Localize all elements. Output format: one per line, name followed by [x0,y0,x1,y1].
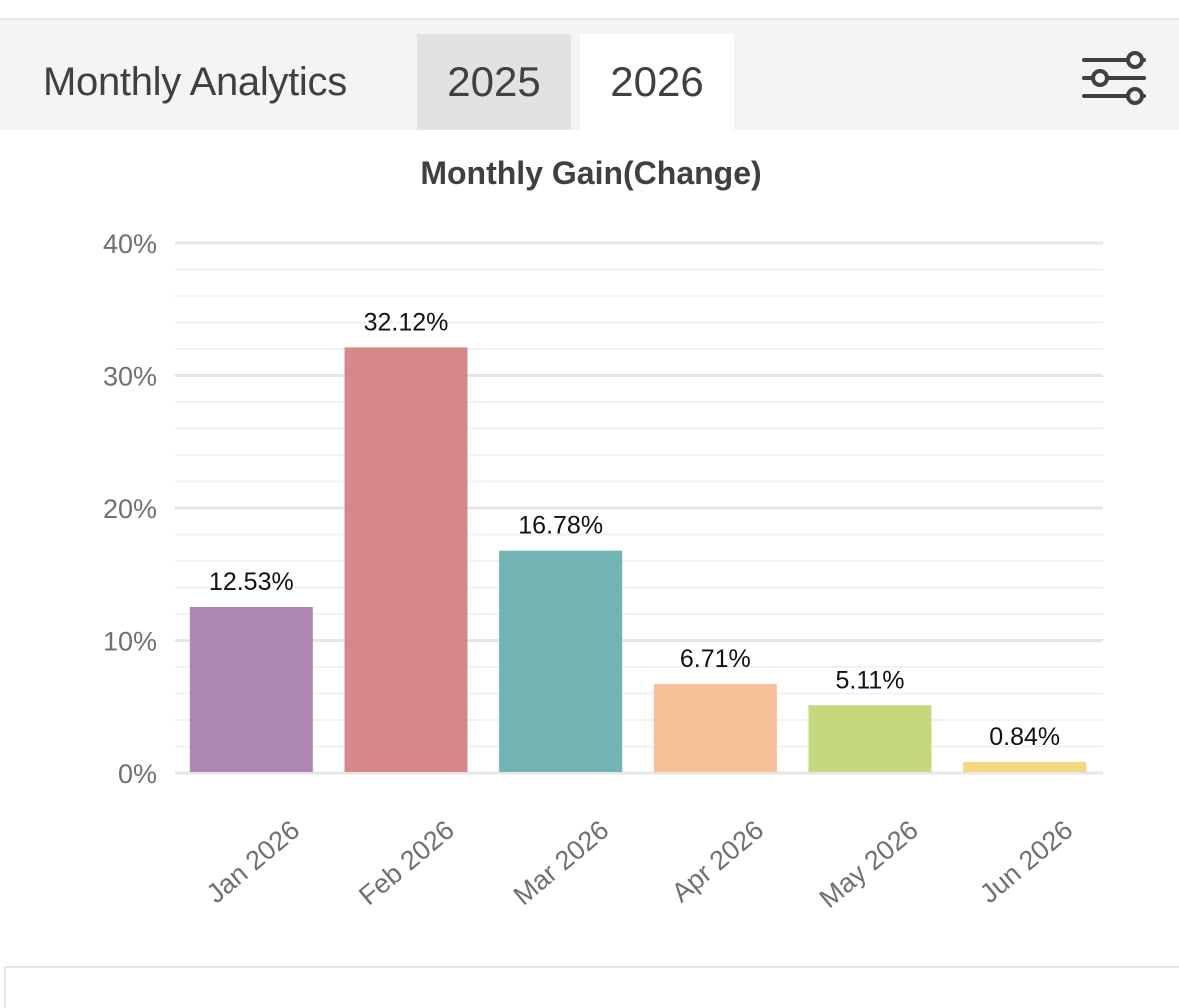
bar-apr-2026[interactable] [653,684,777,772]
x-tick-label: May 2026 [814,815,924,914]
sliders-icon [1082,51,1146,105]
chart-title: Monthly Gain(Change) [420,155,761,191]
next-card [4,966,1179,1008]
bar-value-label: 5.11% [835,666,904,694]
chart-container: Monthly Gain(Change) 12.53% 32.12% 16.78% 6… [0,130,1179,960]
bar-feb-2026[interactable] [344,347,468,772]
bar-value-label: 32.12% [364,308,449,336]
tab-2025[interactable]: 2025 [417,34,571,130]
bar-value-label: 12.53% [209,568,294,596]
y-tick-label: 10% [103,627,157,657]
bar-jun-2026[interactable] [963,761,1087,772]
bar-may-2026[interactable] [808,705,932,772]
bar-value-label: 6.71% [680,645,751,673]
x-tick-label: Apr 2026 [666,815,769,908]
filter-settings-button[interactable] [1078,48,1150,112]
bar-jan-2026[interactable] [189,606,313,772]
top-divider [0,18,1179,20]
analytics-header: Monthly Analytics 2025 2026 [0,20,1179,130]
y-tick-label: 40% [103,229,157,259]
monthly-gain-chart: Monthly Gain(Change) 12.53% 32.12% 16.78% 6… [103,155,1103,914]
bar-value-label: 16.78% [518,512,603,540]
page-title: Monthly Analytics [43,60,347,104]
bar-value-label: 0.84% [989,723,1060,751]
bar-mar-2026[interactable] [499,550,623,772]
x-tick-label: Jun 2026 [974,815,1078,909]
x-tick-label: Jan 2026 [201,815,305,909]
y-tick-label: 0% [118,759,157,789]
x-tick-label: Feb 2026 [353,815,460,911]
y-tick-label: 30% [103,362,157,392]
y-tick-label: 20% [103,494,157,524]
x-tick-label: Mar 2026 [508,815,615,911]
tab-2026[interactable]: 2026 [580,34,734,130]
